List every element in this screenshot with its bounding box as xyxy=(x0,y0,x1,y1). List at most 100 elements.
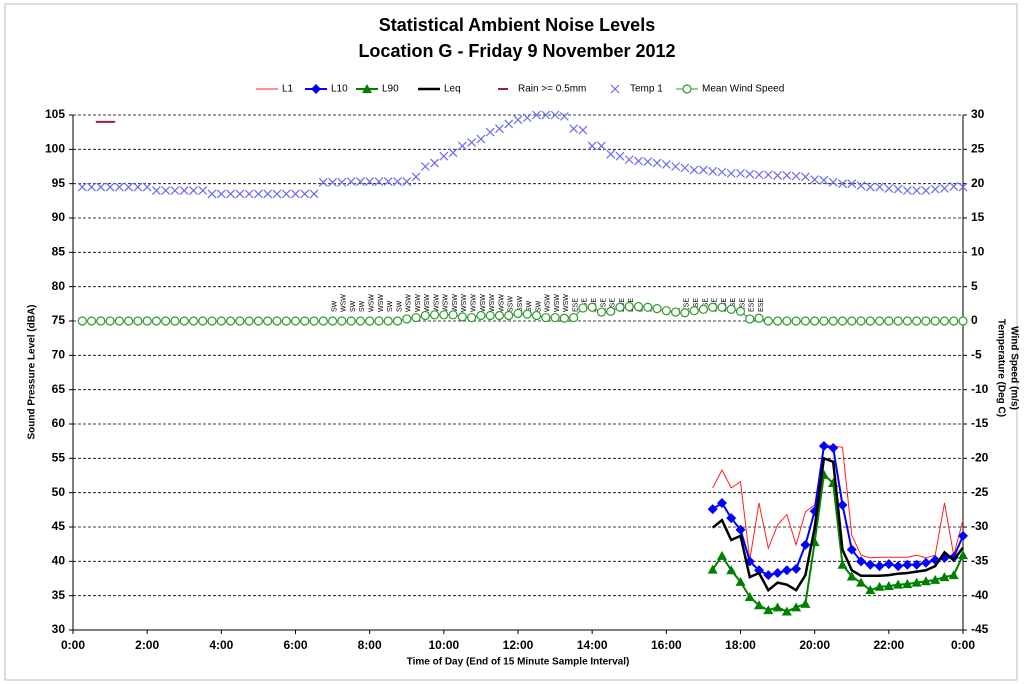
marker-x xyxy=(578,125,588,135)
marker-x xyxy=(763,170,773,180)
x-tick-label: 8:00 xyxy=(358,638,382,652)
marker-x xyxy=(708,166,718,176)
marker-x xyxy=(513,115,523,125)
marker-x xyxy=(318,177,328,187)
marker-x xyxy=(439,151,449,161)
marker-x xyxy=(532,110,541,120)
marker-x xyxy=(930,184,940,194)
y-tick-label: 105 xyxy=(45,107,65,121)
marker-x xyxy=(476,134,486,144)
x-tick-label: 2:00 xyxy=(135,638,159,652)
wind-direction-label: ESE xyxy=(702,298,709,312)
marker-x xyxy=(337,177,347,187)
marker-circle xyxy=(856,316,866,326)
marker-x xyxy=(698,165,708,175)
wind-direction-label: SW xyxy=(396,300,403,312)
marker-diamond xyxy=(311,84,321,94)
marker-triangle xyxy=(716,550,727,560)
marker-circle xyxy=(235,316,245,326)
y-tick-label: 35 xyxy=(52,588,66,602)
marker-triangle xyxy=(763,605,774,615)
marker-circle xyxy=(800,316,810,326)
marker-diamond xyxy=(781,565,792,576)
marker-x xyxy=(105,182,115,192)
marker-x xyxy=(448,148,458,158)
marker-x xyxy=(838,179,847,189)
marker-x xyxy=(680,163,690,173)
marker-triangle xyxy=(744,592,755,602)
marker-circle xyxy=(263,316,273,326)
marker-triangle xyxy=(754,600,765,610)
wind-direction-label: ESE xyxy=(572,298,579,312)
y-tick-label: 50 xyxy=(52,485,66,499)
marker-circle xyxy=(485,310,495,321)
marker-triangle xyxy=(874,581,885,591)
marker-x xyxy=(346,177,356,187)
marker-x xyxy=(300,189,310,199)
marker-diamond xyxy=(958,530,968,541)
wind-direction-label: SW xyxy=(350,300,357,312)
marker-x xyxy=(189,186,198,195)
marker-diamond xyxy=(716,497,727,508)
y2-tick-label: -5 xyxy=(971,348,982,362)
marker-x xyxy=(902,186,912,195)
marker-circle xyxy=(170,316,180,326)
marker-x xyxy=(114,182,124,192)
marker-diamond xyxy=(772,568,783,579)
marker-x xyxy=(643,157,653,167)
marker-x xyxy=(569,124,579,134)
x-tick-label: 0:00 xyxy=(61,638,85,652)
wind-direction-label: WSW xyxy=(424,294,431,312)
marker-triangle xyxy=(735,576,746,586)
marker-x xyxy=(430,158,439,168)
y-tick-label: 90 xyxy=(52,210,66,224)
marker-circle xyxy=(810,316,820,326)
marker-x xyxy=(661,160,671,169)
marker-circle xyxy=(86,316,97,326)
legend-label: Mean Wind Speed xyxy=(702,84,784,95)
marker-circle xyxy=(133,316,143,326)
marker-x xyxy=(77,182,87,192)
marker-x xyxy=(495,124,504,134)
chart-frame xyxy=(4,3,1018,681)
marker-x xyxy=(856,181,866,191)
marker-circle xyxy=(569,312,579,323)
wind-direction-label: SW xyxy=(535,300,542,312)
marker-circle xyxy=(837,316,848,326)
marker-diamond xyxy=(902,559,913,570)
marker-x xyxy=(865,182,875,192)
marker-circle xyxy=(652,304,662,314)
marker-x xyxy=(921,186,931,195)
wind-direction-label: WSW xyxy=(498,294,505,312)
marker-circle xyxy=(791,316,801,326)
marker-circle xyxy=(457,312,467,322)
y2-tick-label: -20 xyxy=(971,451,989,465)
marker-x xyxy=(782,171,792,180)
marker-x xyxy=(272,189,282,199)
x-tick-label: 4:00 xyxy=(209,638,233,652)
marker-x xyxy=(587,141,597,151)
x-tick-label: 18:00 xyxy=(725,638,756,652)
marker-diamond xyxy=(920,557,931,568)
marker-x xyxy=(170,186,180,195)
marker-x xyxy=(504,119,514,129)
marker-x xyxy=(161,186,171,195)
wind-direction-label: WSW xyxy=(369,294,376,312)
marker-x xyxy=(754,170,764,180)
marker-circle xyxy=(402,314,412,324)
wind-direction-label: WSW xyxy=(433,294,440,312)
marker-circle xyxy=(958,316,968,326)
y-axis-title: Sound Pressure Level (dBA) xyxy=(27,304,38,439)
marker-x xyxy=(810,175,820,184)
marker-circle xyxy=(355,316,365,326)
marker-x xyxy=(365,177,375,187)
marker-x xyxy=(420,162,430,171)
marker-circle xyxy=(902,316,912,326)
x-tick-label: 0:00 xyxy=(951,638,975,652)
marker-x xyxy=(467,138,477,147)
marker-triangle xyxy=(800,598,811,608)
marker-circle xyxy=(337,316,347,326)
marker-circle xyxy=(782,316,792,326)
marker-circle xyxy=(698,304,709,314)
marker-circle xyxy=(643,302,653,312)
